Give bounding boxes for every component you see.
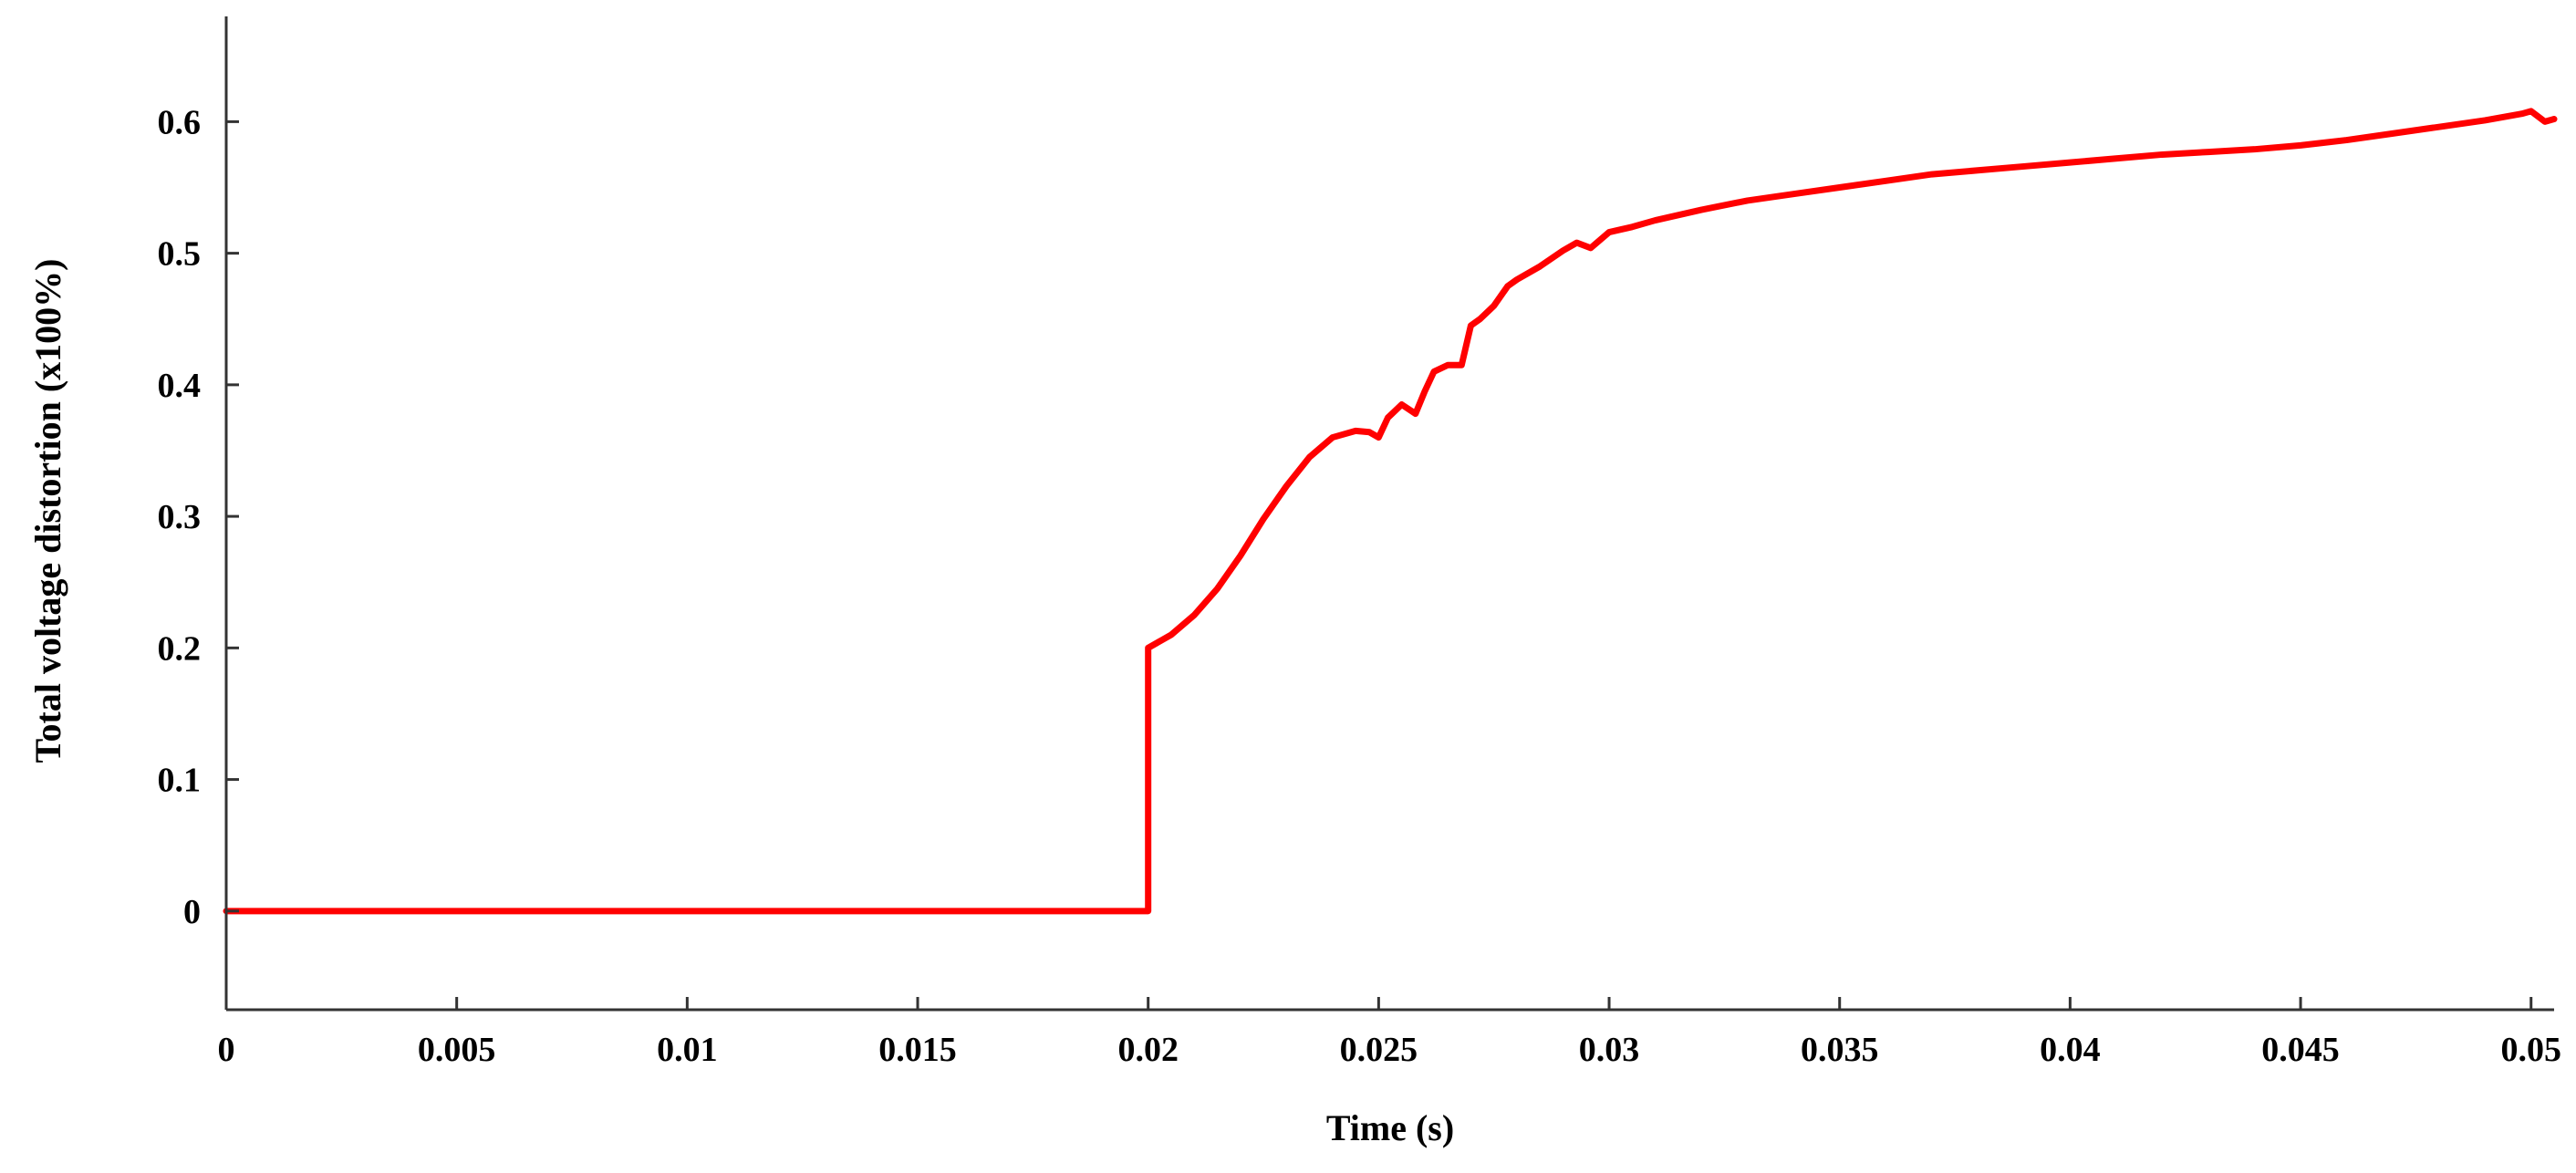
axes: [224, 16, 2554, 1012]
y-tick-label: 0: [183, 893, 201, 931]
y-tick-label: 0.1: [158, 762, 202, 800]
y-axis-ticks: 0 0.1 0.2 0.3 0.4 0.5 0.6: [158, 103, 239, 931]
x-tick-label: 0.035: [1801, 1031, 1879, 1069]
x-tick-label: 0.05: [2500, 1031, 2561, 1069]
y-tick-label: 0.3: [158, 498, 202, 536]
x-tick-label: 0.025: [1340, 1031, 1418, 1069]
y-tick-label: 0.4: [158, 367, 202, 405]
plot-area: [223, 108, 2558, 915]
x-tick-label: 0.03: [1579, 1031, 1640, 1069]
y-tick-label: 0.5: [158, 235, 202, 274]
x-tick-label: 0.015: [878, 1031, 957, 1069]
x-axis-ticks: 0 0.005 0.01 0.015 0.02 0.025 0.03 0.035 0.04 0.0…: [218, 997, 2561, 1069]
y-tick-label: 0.2: [158, 629, 202, 668]
x-axis-title: Time (s): [1326, 1107, 1454, 1148]
x-tick-label: 0.04: [2040, 1031, 2101, 1069]
series-line: [223, 108, 2558, 915]
x-tick-label: 0.01: [657, 1031, 718, 1069]
x-tick-label: 0.02: [1117, 1031, 1179, 1069]
x-tick-label: 0.005: [418, 1031, 496, 1069]
x-tick-label: 0: [218, 1031, 235, 1069]
y-axis-title: Total voltage distortion (x100%): [27, 259, 68, 763]
y-tick-label: 0.6: [158, 103, 202, 141]
x-tick-label: 0.045: [2261, 1031, 2340, 1069]
